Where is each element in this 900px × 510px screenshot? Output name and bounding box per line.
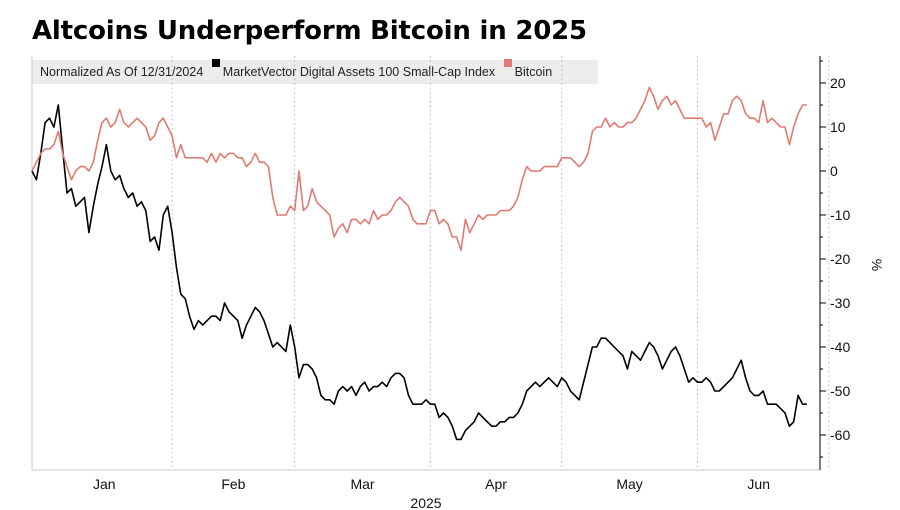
x-year-label: 2025 — [410, 495, 441, 510]
y-tick-label: -10 — [830, 207, 850, 223]
series-line-bitcoin — [31, 86, 807, 251]
y-tick-label: 0 — [830, 163, 838, 179]
legend-label-index: MarketVector Digital Assets 100 Small-Ca… — [222, 65, 496, 79]
x-tick-label: Mar — [350, 476, 374, 492]
y-tick-label: -60 — [830, 427, 850, 443]
legend-note: Normalized As Of 12/31/2024 — [40, 65, 204, 79]
series-line-index — [31, 104, 807, 441]
legend-entry-index: MarketVector Digital Assets 100 Small-Ca… — [207, 59, 496, 84]
x-tick-label: Feb — [221, 476, 245, 492]
x-tick-label: Apr — [485, 476, 507, 492]
legend-entry-bitcoin: Bitcoin — [499, 59, 553, 84]
legend: Normalized As Of 12/31/2024 MarketVector… — [32, 59, 598, 84]
legend-swatch-index — [211, 59, 220, 67]
y-tick-label: -40 — [830, 339, 850, 355]
legend-label-bitcoin: Bitcoin — [514, 65, 553, 79]
x-tick-label: May — [616, 476, 642, 492]
y-tick-label: -20 — [830, 251, 850, 267]
y-unit-label: % — [869, 259, 885, 271]
y-tick-label: -30 — [830, 295, 850, 311]
y-tick-label: 20 — [830, 75, 846, 91]
chart-title: Altcoins Underperform Bitcoin in 2025 — [32, 16, 587, 46]
legend-swatch-bitcoin — [503, 59, 512, 67]
y-tick-label: -50 — [830, 383, 850, 399]
y-tick-label: 10 — [830, 119, 846, 135]
x-tick-label: Jun — [747, 476, 770, 492]
x-tick-label: Jan — [93, 476, 116, 492]
